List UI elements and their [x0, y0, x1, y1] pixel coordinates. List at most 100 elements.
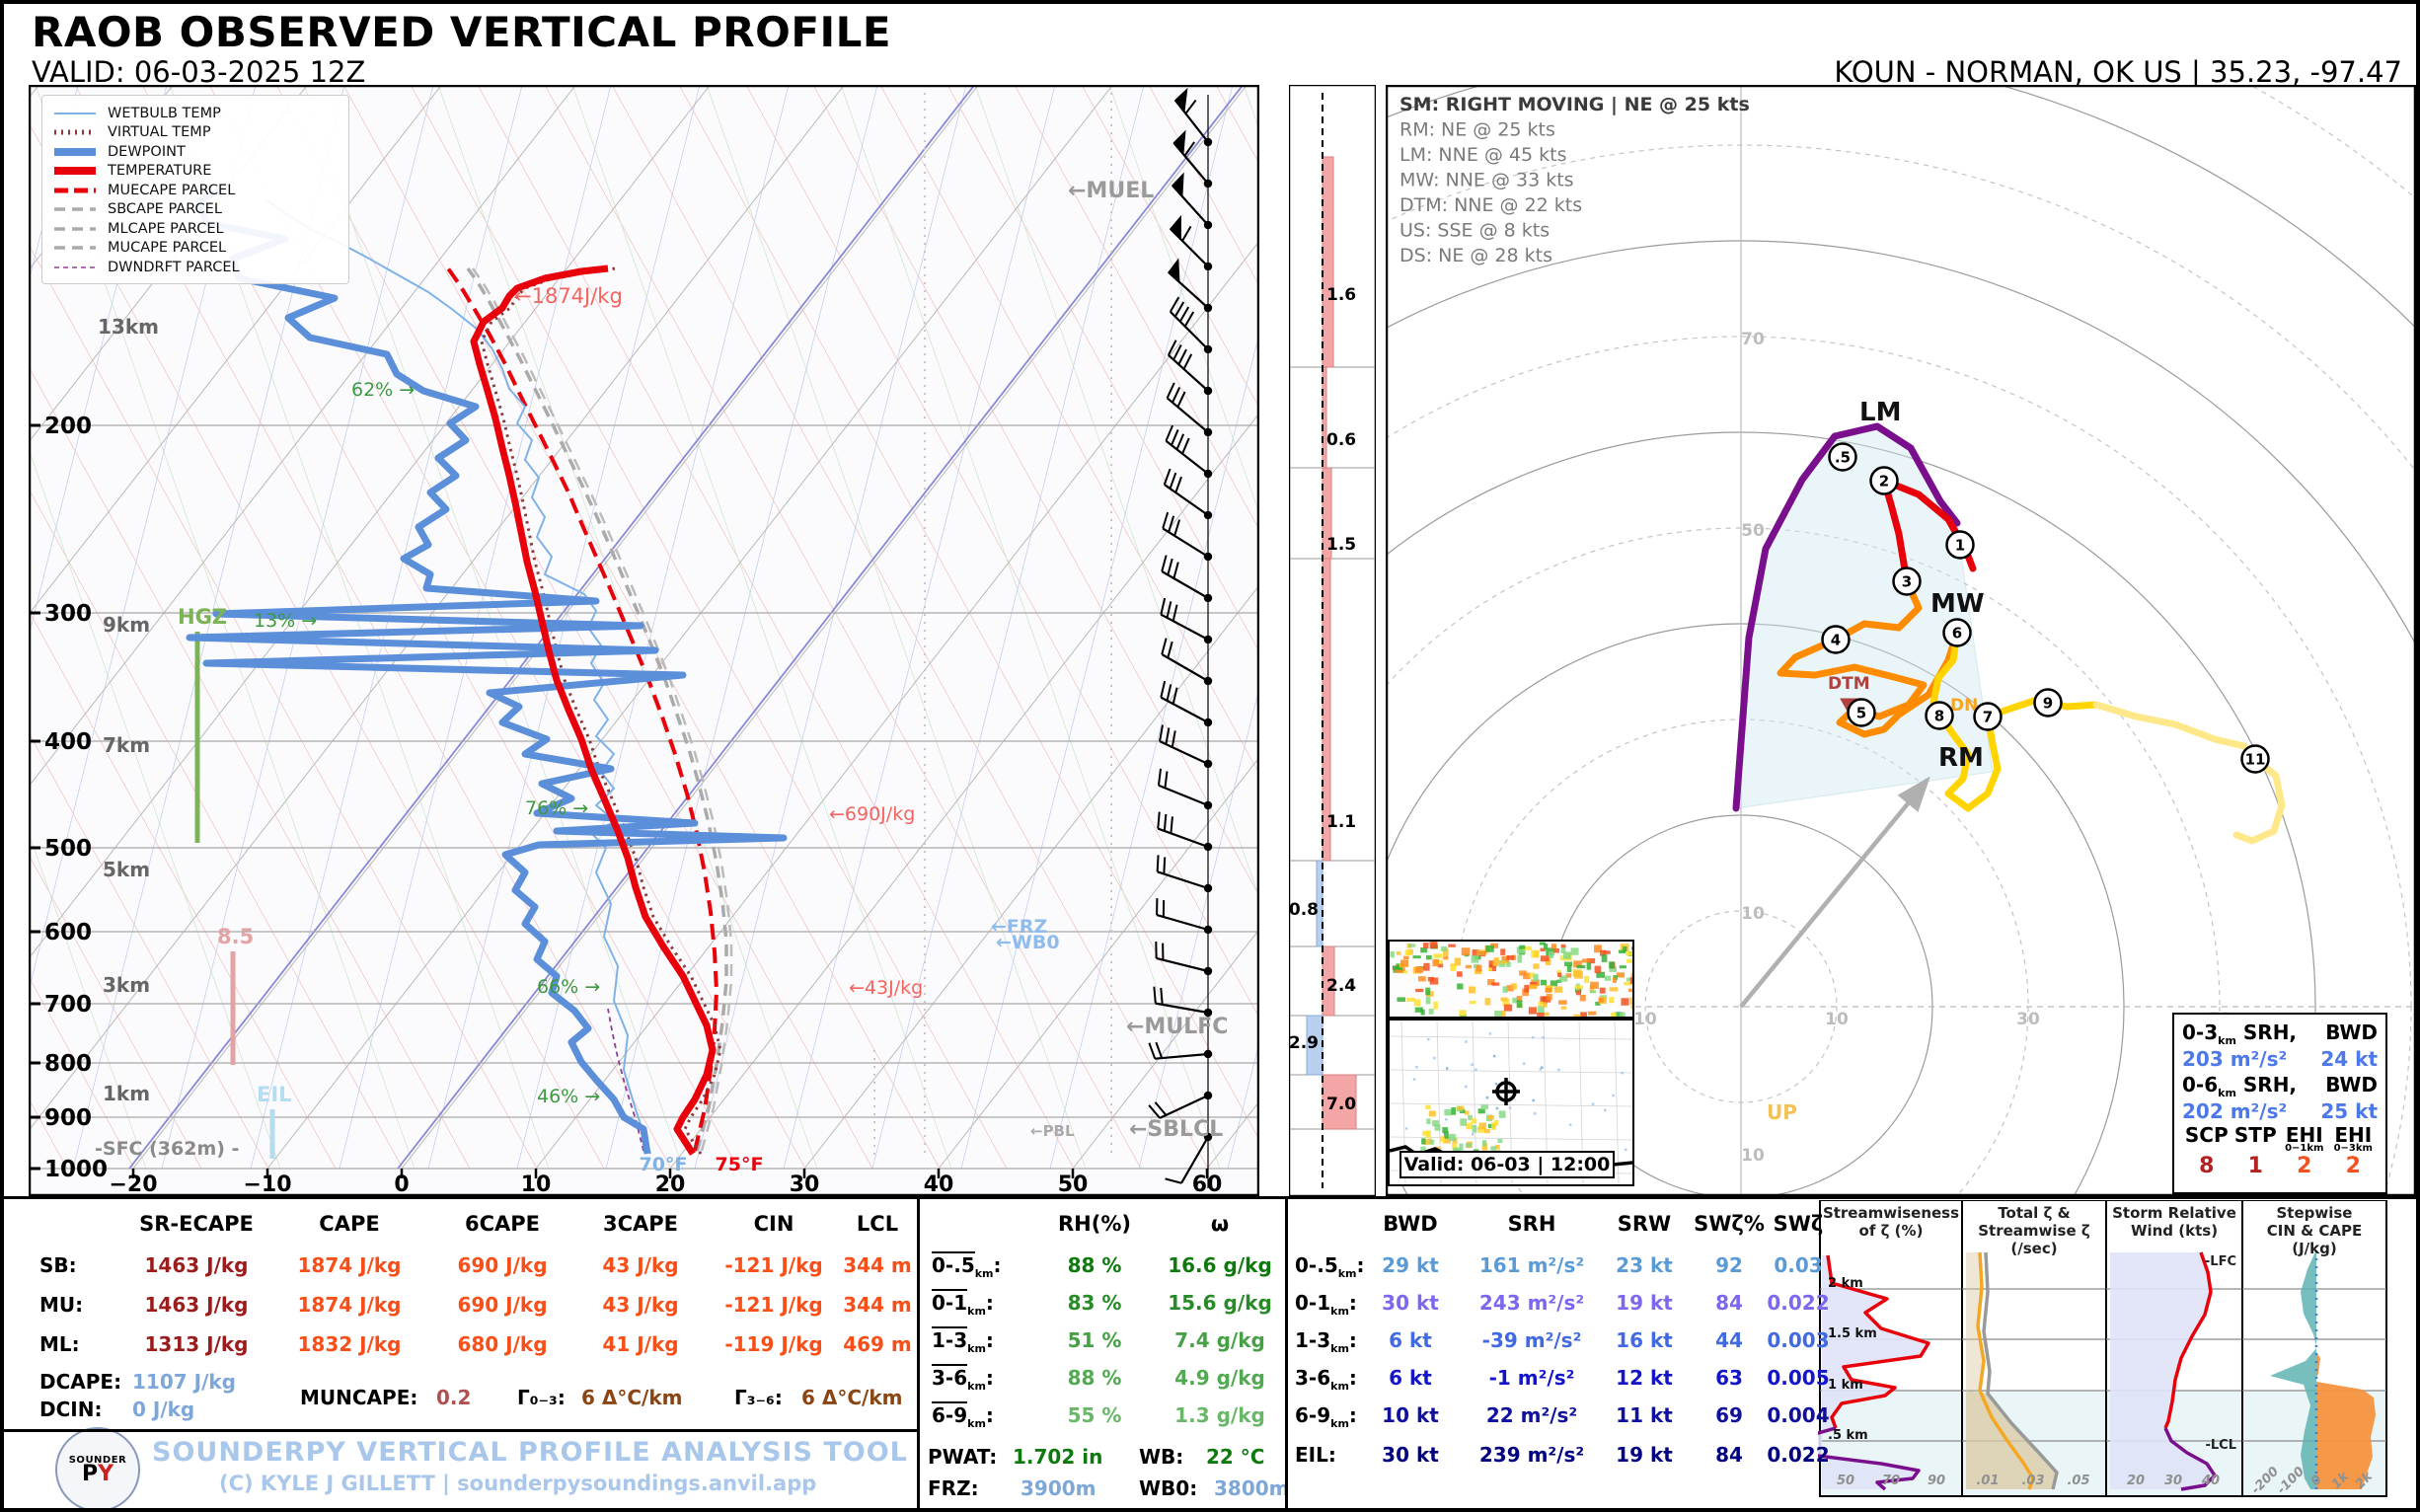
height-label: 13km [98, 315, 159, 339]
logo-text-py: PY [81, 1462, 114, 1486]
legend-label: DEWPOINT [108, 143, 186, 160]
bwd-value: 30 kt [1382, 1443, 1439, 1467]
shear-header: BWD [1383, 1212, 1438, 1236]
wind-barb [1153, 986, 1213, 1018]
hodo-label-mw: MW [1930, 589, 1985, 619]
mini-panel-title: (/sec) [2010, 1240, 2057, 1257]
legend-item: MLCAPE PARCEL [52, 219, 339, 239]
stats-value: 680 J/kg [457, 1332, 548, 1356]
svg-text:.5: .5 [1835, 449, 1851, 467]
srh-box-header: 0-3km SRH, BWD [2182, 1021, 2378, 1047]
ring-label: 10 [1741, 1146, 1765, 1166]
ring-label: 10 [1633, 1010, 1657, 1029]
skewt-legend: WETBULB TEMP VIRTUAL TEMP DEWPOINT TEMPERAT… [41, 95, 349, 284]
stats-header: 6CAPE [464, 1212, 541, 1236]
pressure-label: 1000 [44, 1157, 108, 1182]
mini-panel-title: Total ζ & [1998, 1204, 2070, 1222]
advection-value: 7.0 [1326, 1095, 1356, 1114]
legend-item: DEWPOINT [52, 142, 339, 162]
advection-strip: 1.6 0.6 1.5 1.1 -0.8 2.4 -2.9 7.0 [1289, 85, 1376, 1196]
rh-row-label: 1-3km: [932, 1326, 994, 1355]
wind-barb [1167, 340, 1213, 396]
stats-value: -121 J/kg [724, 1253, 823, 1277]
station-crosshair [1492, 1078, 1520, 1105]
rh-row-label: 0-1km: [932, 1289, 994, 1318]
height-marker: 5 [1847, 698, 1876, 727]
stats-value: 690 J/kg [457, 1253, 548, 1277]
srh-value: -39 m²/s² [1481, 1328, 1582, 1352]
temp-tick-label: 20 [655, 1172, 686, 1196]
mini-tick-label: 90 [1928, 1474, 1945, 1488]
height-marker: 1 [1945, 530, 1975, 560]
skewt-annotation: 66% → [537, 976, 600, 998]
advection-value: -2.9 [1289, 1033, 1319, 1053]
skewt-annotation: HGZ [178, 605, 227, 629]
stats-header: SR-ECAPE [139, 1212, 254, 1236]
temperature-trace [470, 265, 717, 1156]
pwat-value: 1.702 in [1013, 1445, 1103, 1469]
wind-barb [1159, 724, 1213, 769]
bwd-value: 30 kt [1382, 1291, 1439, 1315]
wind-barb [1163, 468, 1213, 520]
mini-height-label: .5 km [1828, 1428, 1868, 1443]
height-marker: 8 [1925, 701, 1954, 730]
height-marker: 6 [1942, 618, 1972, 647]
skewt-chart: 200 300 400 500 600 700 800 900 1000−20 −10 0 10 20 3… [29, 85, 1259, 1196]
index-ehi: EHI 0−1km 2 [2285, 1123, 2324, 1178]
shear-row-label: 3-6km: [1295, 1366, 1357, 1393]
shear-row-label: EIL: [1295, 1443, 1336, 1467]
bwd-value: 6 kt [1389, 1328, 1432, 1352]
omega-value: 4.9 g/kg [1174, 1366, 1265, 1390]
hodo-label-dtm: DTM [1828, 674, 1870, 694]
wind-barb [1161, 555, 1213, 603]
ring-label: 70 [1741, 330, 1765, 349]
stats-value: 43 J/kg [602, 1293, 679, 1317]
mini-panel-title: Streamwise ζ [1978, 1222, 2090, 1240]
radar-map [1390, 942, 1632, 1184]
rh-value: 88 % [1067, 1253, 1122, 1277]
skewt-annotation: ←WB0 [996, 932, 1060, 953]
skewt-annotation: ←SBLCL [1129, 1117, 1223, 1142]
skewt-annotation: 8.5 [217, 925, 254, 948]
swz-value: 0.022 [1767, 1291, 1830, 1315]
mini-panel-title: CIN & CAPE [2267, 1222, 2363, 1240]
ring-label: 10 [1741, 904, 1765, 924]
omega-value: 16.6 g/kg [1168, 1253, 1272, 1277]
wind-barb [1166, 382, 1213, 437]
hodo-label-rm: RM [1938, 743, 1984, 773]
svg-text:6: 6 [1952, 625, 1962, 643]
legend-item: WETBULB TEMP [52, 104, 339, 123]
temp-tick-label: 0 [394, 1172, 409, 1196]
pressure-label: 900 [44, 1105, 92, 1131]
srw-value: 11 kt [1616, 1403, 1673, 1427]
hodo-label-lm: LM [1859, 398, 1901, 427]
gamma36-value: 6 Δ°C/km [801, 1386, 903, 1409]
stats-value: 344 m [843, 1253, 912, 1277]
bwd-value: 29 kt [1382, 1253, 1439, 1277]
skewt-annotation: ←690J/kg [829, 803, 915, 825]
srh-bwd-box: 0-3km SRH, BWD 203 m²/s² 24 kt 0-6km SRH, BWD… [2172, 1013, 2387, 1194]
height-marker: 9 [2033, 688, 2063, 718]
omega-header: ω [1210, 1212, 1230, 1236]
advection-value: 0.6 [1326, 430, 1356, 450]
swz-pct-value: 84 [1715, 1443, 1743, 1467]
mini-side-label: -LCL [2205, 1438, 2236, 1453]
mini-tick-label: 70 [1882, 1474, 1900, 1488]
rh-value: 55 % [1067, 1403, 1122, 1427]
pressure-label: 600 [44, 920, 92, 945]
radar-inset: Valid: 06-03 | 12:00 [1388, 940, 1634, 1186]
footer-title: SOUNDERPY VERTICAL PROFILE ANALYSIS TOOL [152, 1437, 908, 1468]
hodograph-trace [1777, 577, 1961, 738]
legend-item: SBCAPE PARCEL [52, 200, 339, 220]
skewt-annotation: ←FRZ [991, 916, 1047, 938]
swz-value: 0.004 [1767, 1403, 1830, 1427]
mini-panel-title: Storm Relative [2112, 1204, 2236, 1222]
skewt-annotation: 13% → [254, 610, 317, 632]
sounderpy-logo: SOUNDER PY [55, 1427, 140, 1508]
mini-height-label: 1 km [1828, 1378, 1863, 1393]
stats-value: 1874 J/kg [297, 1293, 402, 1317]
advection-bar [1322, 156, 1334, 368]
temp-tick-label: 10 [521, 1172, 552, 1196]
